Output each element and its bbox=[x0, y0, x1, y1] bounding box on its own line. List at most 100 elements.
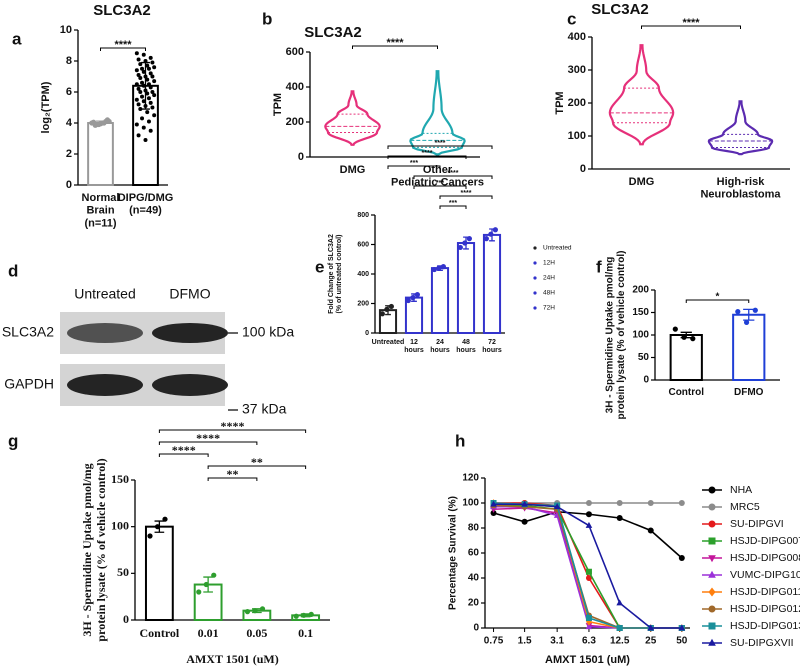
y-tick-label: 600 bbox=[357, 241, 369, 248]
marker bbox=[490, 510, 497, 516]
data-point bbox=[143, 88, 148, 93]
y-tick-label: 100 bbox=[462, 498, 479, 509]
significance-bracket bbox=[100, 47, 146, 51]
y-tick-label: 0 bbox=[473, 623, 479, 634]
x-tick-label: 25 bbox=[645, 636, 657, 647]
significance-bracket bbox=[413, 175, 493, 179]
legend-marker bbox=[708, 587, 716, 597]
y-tick-label: 100 bbox=[568, 130, 586, 142]
data-point bbox=[431, 266, 437, 273]
data-point bbox=[466, 236, 472, 242]
y-tick-label: 600 bbox=[286, 46, 304, 58]
significance-label: **** bbox=[682, 17, 700, 29]
marker bbox=[585, 521, 593, 528]
y-tick-label: 100 bbox=[111, 518, 129, 532]
data-point bbox=[138, 76, 143, 81]
data-point bbox=[145, 110, 150, 115]
y-tick-label: 4 bbox=[66, 117, 73, 129]
data-point bbox=[106, 118, 112, 125]
x-tick-label-line: Normal bbox=[82, 192, 120, 204]
x-tick-label: 0.01 bbox=[198, 626, 219, 640]
x-tick-label-line: 24 bbox=[436, 339, 444, 346]
legend-marker bbox=[708, 537, 716, 545]
x-tick-label: DFMO bbox=[734, 387, 764, 398]
series-line bbox=[493, 510, 683, 559]
data-point bbox=[136, 72, 141, 77]
x-tick-label: 72 hours bbox=[482, 339, 502, 354]
data-point bbox=[143, 103, 148, 108]
data-point bbox=[136, 133, 141, 138]
bar bbox=[430, 267, 450, 335]
legend-marker bbox=[533, 276, 537, 280]
x-tick-label-line: hours bbox=[482, 347, 502, 354]
y-tick-label: 150 bbox=[111, 472, 129, 486]
data-point bbox=[690, 336, 696, 342]
legend-marker bbox=[708, 570, 716, 578]
legend-label: SU-DIPGXVII bbox=[730, 637, 794, 649]
data-point bbox=[150, 105, 155, 110]
x-tick-label-line: 0.01 bbox=[198, 626, 219, 640]
significance-bracket bbox=[207, 465, 307, 469]
data-point bbox=[196, 589, 202, 595]
marker bbox=[647, 500, 654, 506]
x-tick-label-line: Brain bbox=[86, 205, 114, 217]
marker bbox=[585, 511, 592, 518]
data-point bbox=[138, 107, 143, 112]
data-point bbox=[293, 613, 299, 619]
data-point bbox=[148, 85, 153, 90]
y-tick-label: 60 bbox=[468, 548, 480, 559]
significance-label: **** bbox=[172, 443, 196, 457]
x-tick-label: 50 bbox=[676, 636, 688, 647]
significance-bracket bbox=[158, 429, 307, 433]
marker bbox=[553, 503, 561, 510]
y-tick-label: 200 bbox=[286, 116, 304, 128]
marker bbox=[616, 500, 623, 506]
band-label: SLC3A2 bbox=[2, 324, 54, 340]
significance-bracket bbox=[439, 205, 467, 209]
y-tick-label: 6 bbox=[66, 86, 72, 98]
data-point bbox=[244, 609, 251, 615]
data-point bbox=[145, 91, 150, 96]
data-point bbox=[405, 297, 411, 304]
x-tick-label: 12.5 bbox=[610, 636, 630, 647]
bar bbox=[482, 233, 502, 335]
data-point bbox=[488, 231, 494, 237]
y-axis-label: 3H - Spermidine Uptake pmol/mgprotein ly… bbox=[80, 458, 108, 641]
legend-label: Untreated bbox=[543, 245, 572, 252]
x-tick-label: 6.3 bbox=[582, 636, 596, 647]
significance-bracket bbox=[158, 441, 258, 445]
significance-bracket bbox=[387, 165, 441, 169]
significance-label: **** bbox=[221, 419, 245, 433]
x-tick-label: DIPG/DMG (n=49) bbox=[118, 192, 174, 217]
violin bbox=[608, 44, 675, 146]
y-tick-label: 300 bbox=[568, 64, 586, 76]
x-tick-label-line: DMG bbox=[629, 176, 655, 188]
data-point bbox=[388, 303, 394, 310]
marker bbox=[585, 575, 592, 581]
lane-label: Untreated bbox=[74, 286, 135, 302]
bar bbox=[456, 242, 476, 334]
y-tick-label: 0 bbox=[66, 179, 72, 191]
legend-marker bbox=[708, 555, 716, 563]
marker bbox=[521, 518, 528, 525]
data-point bbox=[136, 86, 141, 91]
x-tick-label-line: Untreated bbox=[372, 339, 405, 346]
x-tick-label-line: 0.1 bbox=[298, 626, 313, 640]
data-point bbox=[141, 125, 146, 130]
marker bbox=[616, 625, 623, 631]
y-axis-label: TPM bbox=[554, 91, 566, 114]
data-point bbox=[94, 121, 100, 128]
data-point bbox=[162, 516, 168, 522]
data-point bbox=[410, 295, 416, 301]
band-label: GAPDH bbox=[4, 376, 54, 392]
data-point bbox=[143, 74, 148, 79]
marker bbox=[678, 624, 686, 631]
significance-label: **** bbox=[448, 170, 459, 177]
data-point bbox=[140, 94, 145, 99]
legend-label: HSJD-DIPG007 bbox=[730, 535, 800, 547]
data-point bbox=[134, 82, 139, 87]
legend-marker bbox=[533, 246, 537, 250]
data-point bbox=[134, 68, 139, 73]
x-tick-label-line: hours bbox=[404, 347, 424, 354]
data-point bbox=[146, 96, 151, 101]
